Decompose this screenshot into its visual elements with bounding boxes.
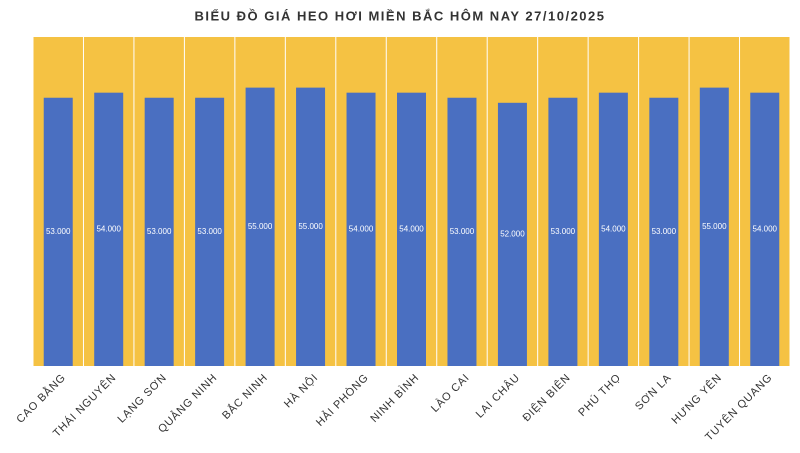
bar: [245, 87, 275, 366]
value-label: 55.000: [248, 222, 273, 231]
x-tick-label: LÀO CAI: [428, 371, 472, 415]
value-label: 54.000: [96, 224, 121, 233]
bar: [397, 92, 426, 366]
x-tick-label: BẮC NINH: [219, 371, 270, 422]
value-label: 53.000: [46, 227, 71, 236]
x-tick-label: ĐIỆN BIÊN: [520, 371, 573, 424]
x-tick-label: LẠNG SƠN: [116, 372, 170, 426]
value-label: 55.000: [702, 222, 727, 231]
value-label: 54.000: [753, 224, 778, 233]
x-tick-label: PHÚ THỌ: [576, 371, 624, 419]
chart-title: BIỂU ĐỒ GIÁ HEO HƠI MIỀN BẮC HÔM NAY 27/…: [194, 8, 605, 23]
x-tick-label: LAI CHÂU: [473, 371, 523, 421]
bar: [649, 97, 679, 366]
x-tick-label: HẢI PHÒNG: [313, 371, 371, 429]
value-label: 54.000: [399, 224, 424, 233]
value-label: 53.000: [197, 227, 222, 236]
bar: [296, 87, 326, 366]
bar: [346, 92, 376, 366]
bar: [144, 97, 174, 366]
value-label: 53.000: [652, 227, 677, 236]
bar: [43, 97, 73, 366]
value-label: 54.000: [349, 224, 374, 233]
bar: [548, 97, 578, 366]
x-tick-label: CAO BẰNG: [14, 371, 69, 426]
bar: [598, 92, 628, 366]
value-label: 55.000: [298, 222, 323, 231]
value-label: 54.000: [601, 224, 626, 233]
bar: [750, 92, 780, 366]
x-tick-label: SƠN LA: [633, 372, 674, 413]
value-label: 53.000: [147, 227, 172, 236]
bar: [447, 97, 477, 366]
x-tick-label: HÀ NỘI: [281, 371, 320, 410]
x-tick-label: NINH BÌNH: [368, 371, 422, 425]
bar: [699, 87, 729, 366]
value-label: 52.000: [500, 230, 525, 239]
value-label: 53.000: [450, 227, 475, 236]
x-tick-label: HƯNG YÊN: [669, 371, 725, 427]
bar: [94, 92, 124, 366]
value-label: 53.000: [551, 227, 576, 236]
bar: [195, 97, 225, 366]
bar: [497, 102, 527, 367]
